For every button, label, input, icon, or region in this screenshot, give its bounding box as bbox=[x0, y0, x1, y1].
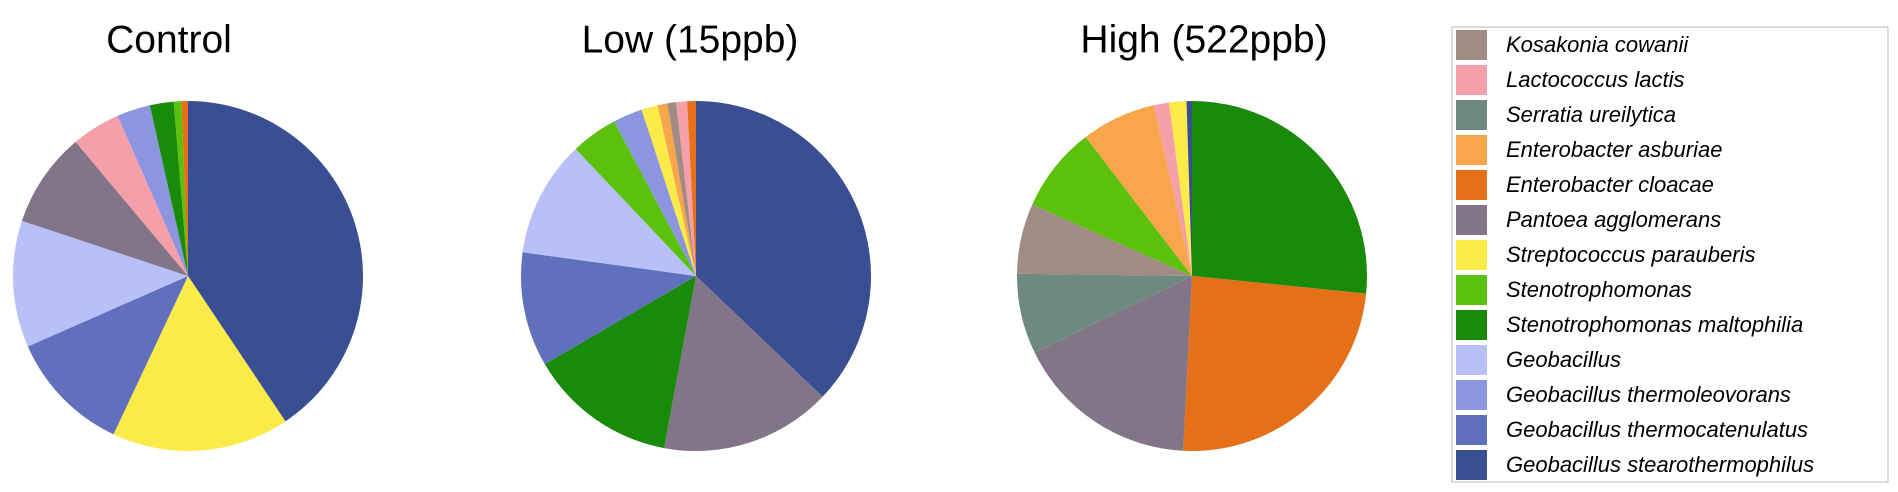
legend-swatch bbox=[1456, 380, 1487, 410]
pie-slice bbox=[521, 252, 696, 365]
pie-slice bbox=[696, 101, 872, 397]
pie-slice bbox=[1017, 273, 1192, 353]
pie-title: High (522ppb) bbox=[1080, 18, 1327, 61]
pie-slice bbox=[676, 101, 696, 276]
pie-slice bbox=[1085, 105, 1192, 276]
pie-slice bbox=[113, 276, 286, 451]
pie-slice bbox=[1183, 276, 1367, 452]
legend-label: Geobacillus thermocatenulatus bbox=[1506, 417, 1808, 442]
pie-slice bbox=[1186, 101, 1192, 276]
legend-label: Enterobacter cloacae bbox=[1506, 172, 1714, 197]
legend-label: Kosakonia cowanii bbox=[1506, 32, 1689, 57]
legend-swatch bbox=[1456, 240, 1487, 270]
pie-slice bbox=[687, 101, 696, 276]
pie-slice bbox=[522, 148, 696, 276]
pie-slice bbox=[1017, 204, 1192, 276]
pie-slice bbox=[21, 141, 189, 276]
pie-slice bbox=[1168, 101, 1192, 276]
pie-slice bbox=[149, 101, 188, 276]
pie-slice bbox=[1032, 137, 1192, 276]
pie-slice bbox=[181, 101, 188, 276]
legend-label: Serratia ureilytica bbox=[1506, 102, 1676, 127]
legend-swatch bbox=[1456, 450, 1487, 480]
legend-label: Geobacillus thermoleovorans bbox=[1506, 382, 1791, 407]
legend-label: Pantoea agglomerans bbox=[1506, 207, 1721, 232]
legend-swatch bbox=[1456, 205, 1487, 235]
pie-slice bbox=[117, 105, 188, 276]
pie-slice bbox=[575, 121, 696, 276]
legend-swatch bbox=[1456, 30, 1487, 60]
legend-swatch bbox=[1456, 65, 1487, 95]
pie-title: Low (15ppb) bbox=[582, 18, 799, 61]
pie-slice bbox=[641, 105, 696, 277]
pie-slice bbox=[75, 115, 188, 276]
legend-swatch bbox=[1456, 275, 1487, 305]
legend-swatch bbox=[1456, 170, 1487, 200]
pie-slice bbox=[1034, 276, 1192, 451]
legend-label: Stenotrophomonas maltophilia bbox=[1506, 312, 1803, 337]
pie-slice bbox=[664, 276, 823, 451]
legend-swatch bbox=[1456, 135, 1487, 165]
legend-label: Stenotrophomonas bbox=[1506, 277, 1692, 302]
pie-title: Control bbox=[106, 18, 232, 61]
pie-slice bbox=[657, 103, 696, 276]
legend-swatch bbox=[1456, 310, 1487, 340]
pie-slice bbox=[27, 276, 188, 435]
pie-slice bbox=[188, 101, 364, 422]
legend-swatch bbox=[1456, 415, 1487, 445]
legend-label: Streptococcus parauberis bbox=[1506, 242, 1755, 267]
legend-label: Geobacillus bbox=[1506, 347, 1621, 372]
legend-box bbox=[1451, 26, 1889, 483]
legend-swatch bbox=[1456, 100, 1487, 130]
pie-slice bbox=[614, 109, 696, 276]
pie-slice bbox=[1192, 101, 1367, 294]
legend-label: Geobacillus stearothermophilus bbox=[1506, 452, 1814, 477]
pie-slice bbox=[173, 101, 188, 276]
pie-slice bbox=[667, 102, 696, 276]
pie-slice bbox=[13, 220, 189, 347]
pie-slice bbox=[544, 276, 696, 449]
legend-label: Lactococcus lactis bbox=[1506, 67, 1685, 92]
legend-label: Enterobacter asburiae bbox=[1506, 137, 1722, 162]
legend-swatch bbox=[1456, 345, 1487, 375]
pie-slice bbox=[1153, 102, 1192, 276]
